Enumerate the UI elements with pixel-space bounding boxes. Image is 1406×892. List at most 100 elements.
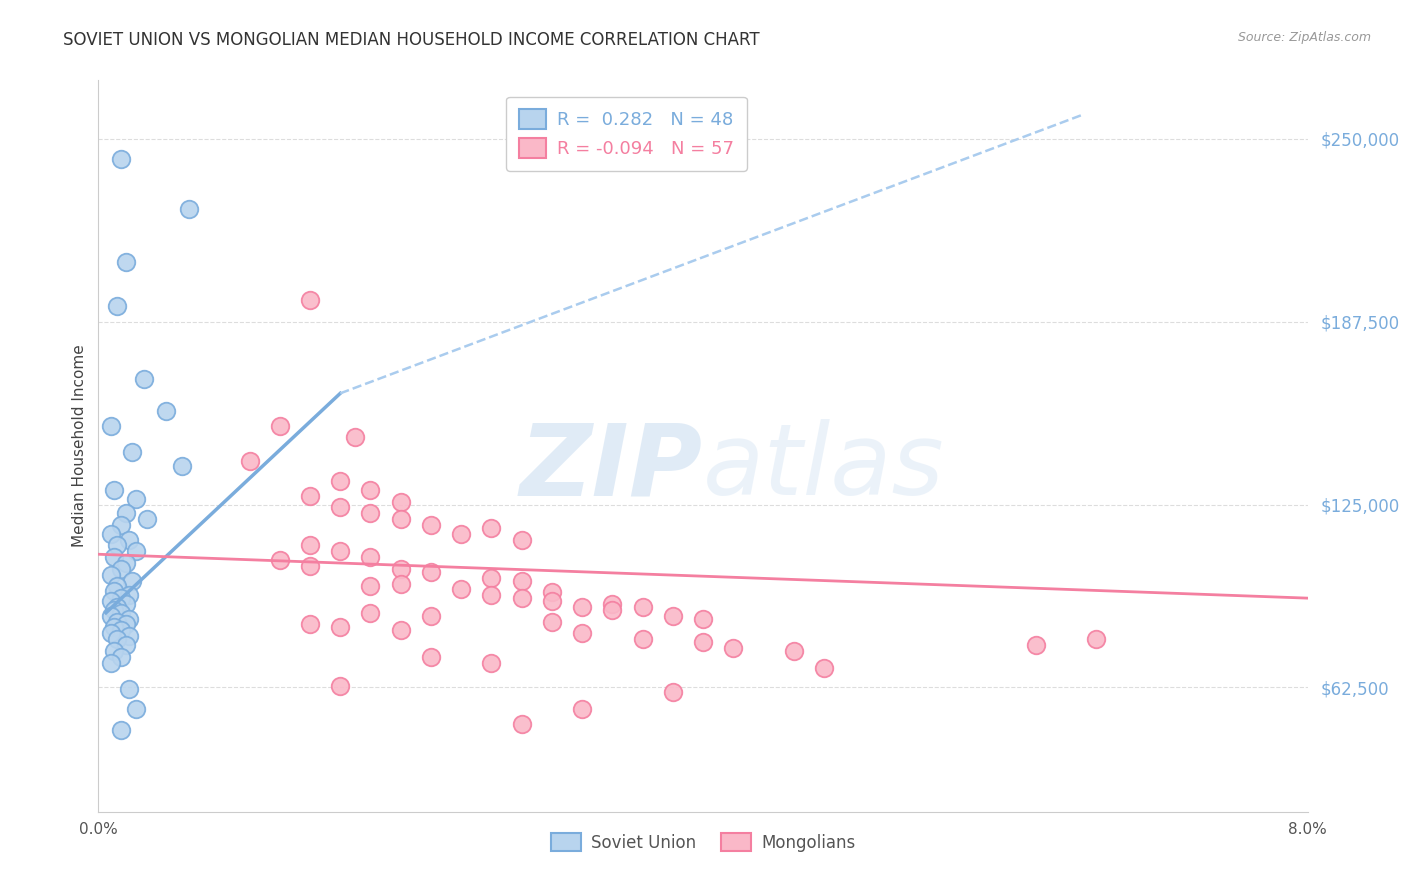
Point [110, 518, 132, 533]
Point [103, 620, 125, 634]
Point [329, 544, 352, 558]
Point [510, 574, 533, 588]
Point [114, 638, 136, 652]
Point [103, 644, 125, 658]
Point [105, 599, 128, 614]
Point [329, 500, 352, 515]
Point [510, 591, 533, 606]
Point [135, 512, 157, 526]
Point [481, 588, 503, 602]
Point [661, 685, 683, 699]
Point [389, 624, 412, 638]
Point [1025, 638, 1047, 652]
Point [299, 539, 322, 553]
Point [571, 702, 593, 716]
Point [481, 571, 503, 585]
Point [692, 612, 714, 626]
Point [105, 615, 128, 629]
Point [100, 526, 122, 541]
Point [110, 606, 132, 620]
Point [329, 474, 352, 488]
Point [155, 404, 177, 418]
Point [110, 562, 132, 576]
Point [100, 594, 122, 608]
Point [121, 445, 143, 459]
Point [110, 624, 132, 638]
Point [269, 418, 291, 433]
Point [118, 681, 141, 696]
Point [114, 254, 136, 268]
Point [389, 494, 412, 508]
Point [132, 372, 155, 386]
Point [125, 491, 148, 506]
Point [360, 506, 382, 520]
Point [571, 626, 593, 640]
Point [125, 702, 148, 716]
Point [360, 606, 382, 620]
Point [269, 553, 291, 567]
Point [110, 649, 132, 664]
Point [114, 556, 136, 570]
Text: Source: ZipAtlas.com: Source: ZipAtlas.com [1237, 31, 1371, 45]
Text: ZIP: ZIP [520, 419, 703, 516]
Text: atlas: atlas [703, 419, 945, 516]
Point [114, 597, 136, 611]
Point [125, 544, 148, 558]
Point [118, 533, 141, 547]
Point [105, 579, 128, 593]
Point [389, 512, 412, 526]
Point [360, 550, 382, 565]
Point [100, 567, 122, 582]
Point [481, 521, 503, 535]
Point [510, 717, 533, 731]
Point [1085, 632, 1108, 646]
Point [103, 483, 125, 497]
Point [299, 617, 322, 632]
Point [723, 640, 745, 655]
Point [813, 661, 835, 675]
Point [110, 591, 132, 606]
Point [103, 550, 125, 565]
Point [540, 585, 562, 599]
Point [118, 629, 141, 643]
Point [100, 656, 122, 670]
Text: SOVIET UNION VS MONGOLIAN MEDIAN HOUSEHOLD INCOME CORRELATION CHART: SOVIET UNION VS MONGOLIAN MEDIAN HOUSEHO… [63, 31, 759, 49]
Point [661, 608, 683, 623]
Point [100, 418, 122, 433]
Point [329, 620, 352, 634]
Y-axis label: Median Household Income: Median Household Income [72, 344, 87, 548]
Point [783, 644, 806, 658]
Point [299, 293, 322, 307]
Point [510, 533, 533, 547]
Point [105, 539, 128, 553]
Point [540, 594, 562, 608]
Point [481, 656, 503, 670]
Point [329, 679, 352, 693]
Point [389, 562, 412, 576]
Point [100, 608, 122, 623]
Point [110, 153, 132, 167]
Point [105, 632, 128, 646]
Point [420, 518, 443, 533]
Point [420, 608, 443, 623]
Point [540, 615, 562, 629]
Point [239, 453, 262, 467]
Point [105, 299, 128, 313]
Point [179, 202, 201, 216]
Point [170, 459, 193, 474]
Point [692, 635, 714, 649]
Point [450, 526, 472, 541]
Point [103, 603, 125, 617]
Point [389, 576, 412, 591]
Point [100, 626, 122, 640]
Point [360, 483, 382, 497]
Point [118, 612, 141, 626]
Point [420, 565, 443, 579]
Point [118, 588, 141, 602]
Point [299, 489, 322, 503]
Point [631, 599, 654, 614]
Point [344, 430, 367, 444]
Legend: Soviet Union, Mongolians: Soviet Union, Mongolians [544, 826, 862, 858]
Point [110, 723, 132, 737]
Point [121, 574, 143, 588]
